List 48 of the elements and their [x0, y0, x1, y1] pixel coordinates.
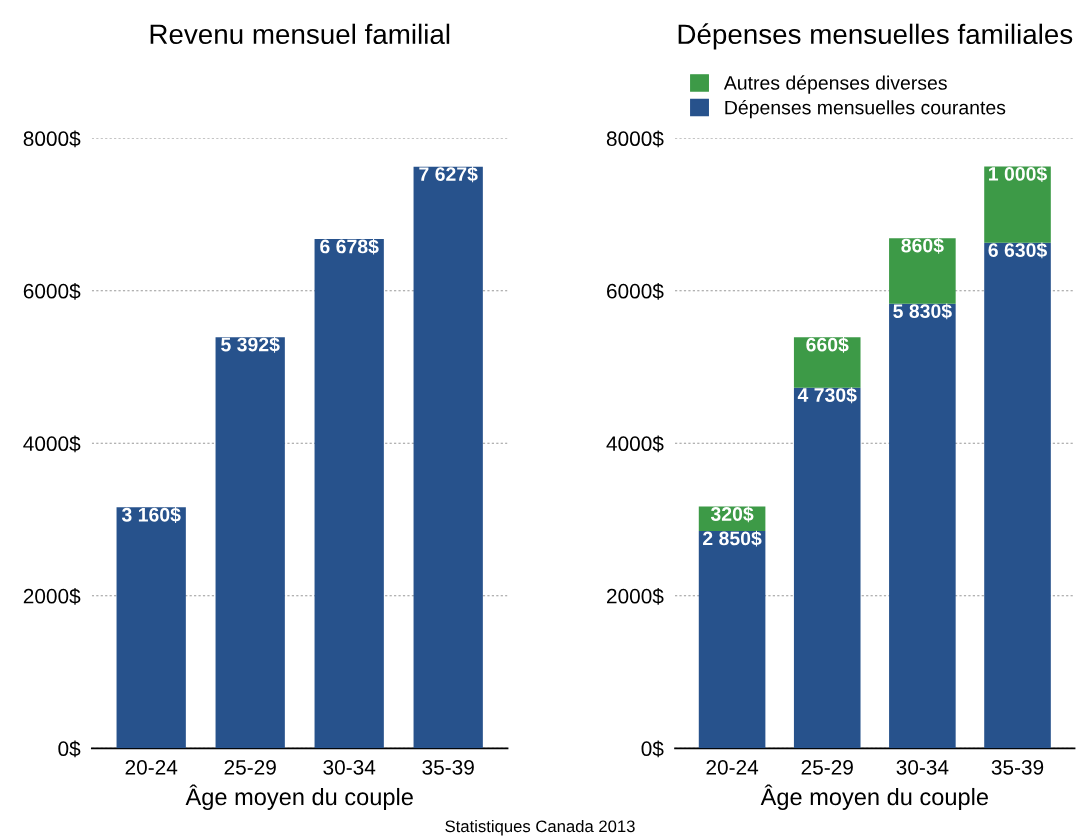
data-label: 7 627$: [419, 166, 478, 183]
y-tick-label: 2000$: [607, 587, 664, 605]
x-tick-label: 20-24: [125, 760, 178, 775]
y-tick-label: 8000$: [606, 130, 664, 148]
bar: [215, 337, 285, 749]
data-label: 6 630$: [988, 242, 1047, 259]
data-label: 320$: [710, 506, 754, 523]
bar: [889, 303, 956, 749]
bar: [314, 239, 384, 749]
x-tick-label: 30-34: [896, 760, 949, 775]
y-tick-label: 4000$: [606, 435, 664, 453]
y-tick-label: 6000$: [607, 282, 664, 300]
x-tick-label: 25-29: [224, 760, 276, 775]
bar: [984, 242, 1051, 749]
y-tick-label: 0$: [641, 740, 664, 758]
y-tick-label: 4000$: [23, 435, 81, 453]
bar: [698, 531, 766, 749]
chart-title: Revenu mensuel familial: [150, 23, 450, 45]
x-tick-label: 25-29: [801, 760, 853, 775]
legend-label: Dépenses mensuelles courantes: [725, 99, 1006, 119]
x-tick-label: 35-39: [991, 760, 1044, 775]
bar: [116, 507, 186, 749]
chart-title: Dépenses mensuelles familiales: [678, 23, 1073, 50]
x-tick-label: 20-24: [706, 760, 759, 775]
y-tick-label: 8000$: [23, 130, 81, 148]
bar: [984, 166, 1051, 243]
text: Statistiques Canada 2013: [445, 819, 635, 836]
x-tick-label: 30-34: [323, 760, 376, 775]
data-label: 660$: [806, 336, 849, 353]
y-tick-label: 0$: [58, 740, 81, 758]
bar: [413, 166, 483, 749]
y-tick-label: 6000$: [23, 282, 81, 300]
data-label: 6 678$: [320, 238, 379, 255]
x-axis-title: Âge moyen du couple: [760, 784, 988, 810]
data-label: 3 160$: [121, 507, 181, 523]
data-label: 4 730$: [797, 387, 857, 404]
bar: [889, 238, 956, 304]
data-label: 1 000$: [989, 166, 1047, 183]
x-axis-title: Âge moyen du couple: [185, 784, 413, 810]
bar: [793, 337, 861, 388]
data-label: 2 850$: [703, 530, 762, 547]
y-tick-label: 2000$: [23, 587, 81, 605]
legend-label: Autres dépenses diverses: [723, 75, 947, 94]
x-tick-label: 35-39: [422, 760, 474, 775]
bar: [793, 387, 861, 749]
data-label: 5 830$: [893, 303, 952, 320]
data-label: 5 392$: [221, 336, 280, 353]
data-label: 860$: [901, 237, 944, 254]
